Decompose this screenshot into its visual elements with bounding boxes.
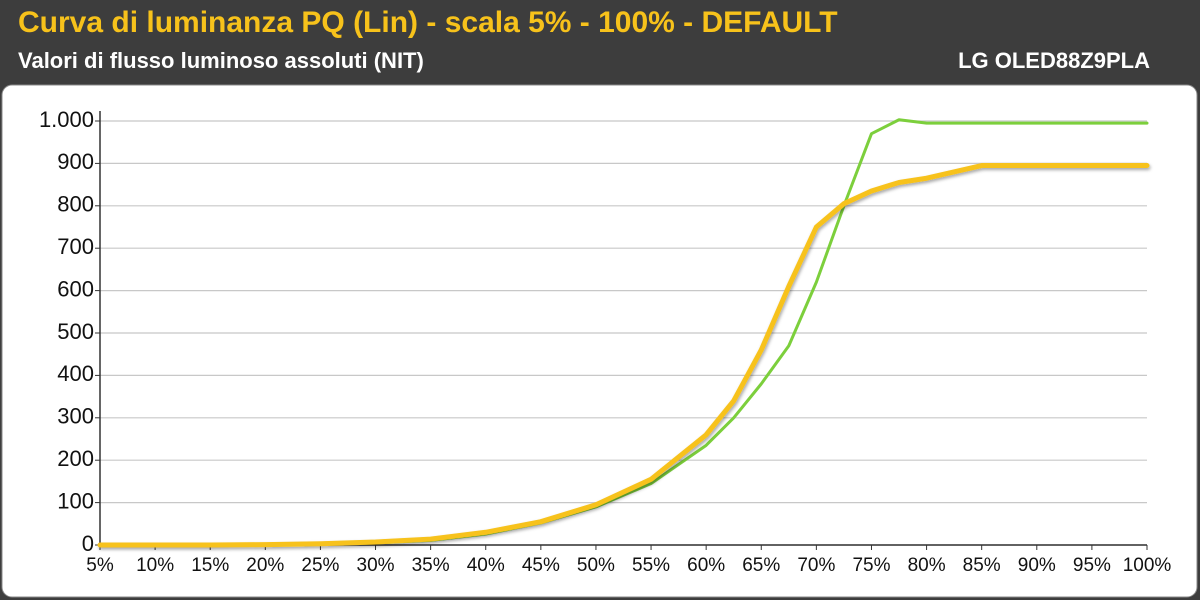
y-tick-label: 200 — [57, 446, 94, 471]
plot-panel — [1, 84, 1198, 598]
y-tick-label: 700 — [57, 234, 94, 259]
x-tick-label: 55% — [632, 555, 670, 576]
x-tick-label: 20% — [246, 555, 284, 576]
x-tick-label: 15% — [191, 555, 229, 576]
y-tick-label: 100 — [57, 488, 94, 513]
y-tick-label: 300 — [57, 404, 94, 429]
x-tick-label: 90% — [1018, 555, 1056, 576]
x-tick-label: 100% — [1123, 555, 1172, 576]
x-tick-label: 65% — [742, 555, 780, 576]
x-tick-label: 70% — [797, 555, 835, 576]
x-tick-label: 40% — [467, 555, 505, 576]
y-tick-label: 1.000 — [39, 107, 94, 132]
x-tick-label: 95% — [1073, 555, 1111, 576]
series-line — [97, 163, 1150, 548]
y-tick-label: 500 — [57, 319, 94, 344]
chart-title: Curva di luminanza PQ (Lin) - scala 5% -… — [18, 6, 838, 39]
x-tick-label: 85% — [963, 555, 1001, 576]
x-tick-label: 25% — [301, 555, 339, 576]
x-tick-label: 50% — [577, 555, 615, 576]
x-tick-label: 45% — [522, 555, 560, 576]
y-tick-label: 900 — [57, 149, 94, 174]
y-tick-label: 400 — [57, 361, 94, 386]
x-tick-label: 10% — [136, 555, 174, 576]
x-tick-label: 5% — [86, 555, 114, 576]
x-tick-label: 75% — [852, 555, 890, 576]
x-tick-label: 80% — [908, 555, 946, 576]
y-tick-label: 600 — [57, 276, 94, 301]
x-tick-label: 30% — [357, 555, 395, 576]
y-tick-label: 0 — [82, 531, 94, 556]
y-tick-label: 800 — [57, 192, 94, 217]
chart-subtitle: Valori di flusso luminoso assoluti (NIT) — [18, 48, 424, 73]
model-label: LG OLED88Z9PLA — [958, 48, 1150, 73]
x-tick-label: 35% — [412, 555, 450, 576]
x-tick-label: 60% — [687, 555, 725, 576]
